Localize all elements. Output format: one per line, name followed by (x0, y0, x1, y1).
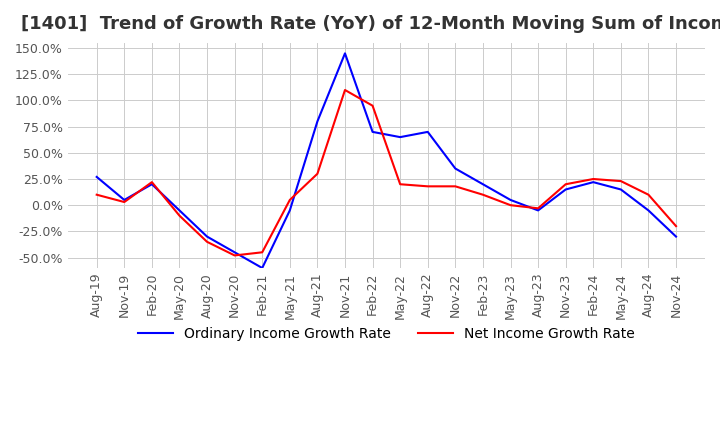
Ordinary Income Growth Rate (423, 129, 432, 135)
Ordinary Income Growth Rate (120, 197, 129, 202)
Net Income Growth Rate (562, 182, 570, 187)
Net Income Growth Rate (368, 103, 377, 108)
Ordinary Income Growth Rate (341, 51, 349, 56)
Net Income Growth Rate (175, 213, 184, 218)
Ordinary Income Growth Rate (479, 182, 487, 187)
Net Income Growth Rate (230, 253, 239, 258)
Ordinary Income Growth Rate (313, 119, 322, 124)
Ordinary Income Growth Rate (396, 135, 405, 140)
Line: Net Income Growth Rate: Net Income Growth Rate (96, 90, 676, 256)
Title: [1401]  Trend of Growth Rate (YoY) of 12-Month Moving Sum of Incomes: [1401] Trend of Growth Rate (YoY) of 12-… (21, 15, 720, 33)
Ordinary Income Growth Rate (286, 208, 294, 213)
Net Income Growth Rate (451, 183, 459, 189)
Ordinary Income Growth Rate (148, 182, 156, 187)
Net Income Growth Rate (148, 180, 156, 185)
Net Income Growth Rate (506, 202, 515, 208)
Net Income Growth Rate (644, 192, 653, 198)
Net Income Growth Rate (258, 249, 266, 255)
Net Income Growth Rate (423, 183, 432, 189)
Ordinary Income Growth Rate (644, 208, 653, 213)
Net Income Growth Rate (313, 171, 322, 176)
Net Income Growth Rate (203, 239, 212, 245)
Net Income Growth Rate (479, 192, 487, 198)
Ordinary Income Growth Rate (451, 166, 459, 171)
Legend: Ordinary Income Growth Rate, Net Income Growth Rate: Ordinary Income Growth Rate, Net Income … (132, 322, 641, 347)
Net Income Growth Rate (616, 179, 625, 184)
Net Income Growth Rate (534, 205, 542, 211)
Net Income Growth Rate (341, 88, 349, 93)
Ordinary Income Growth Rate (368, 129, 377, 135)
Ordinary Income Growth Rate (562, 187, 570, 192)
Ordinary Income Growth Rate (616, 187, 625, 192)
Line: Ordinary Income Growth Rate: Ordinary Income Growth Rate (96, 53, 676, 268)
Ordinary Income Growth Rate (175, 208, 184, 213)
Ordinary Income Growth Rate (258, 265, 266, 271)
Net Income Growth Rate (92, 192, 101, 198)
Net Income Growth Rate (589, 176, 598, 182)
Ordinary Income Growth Rate (534, 208, 542, 213)
Net Income Growth Rate (120, 199, 129, 205)
Ordinary Income Growth Rate (92, 174, 101, 180)
Ordinary Income Growth Rate (506, 197, 515, 202)
Ordinary Income Growth Rate (203, 234, 212, 239)
Net Income Growth Rate (286, 197, 294, 202)
Ordinary Income Growth Rate (672, 234, 680, 239)
Net Income Growth Rate (396, 182, 405, 187)
Net Income Growth Rate (672, 224, 680, 229)
Ordinary Income Growth Rate (230, 249, 239, 255)
Ordinary Income Growth Rate (589, 180, 598, 185)
